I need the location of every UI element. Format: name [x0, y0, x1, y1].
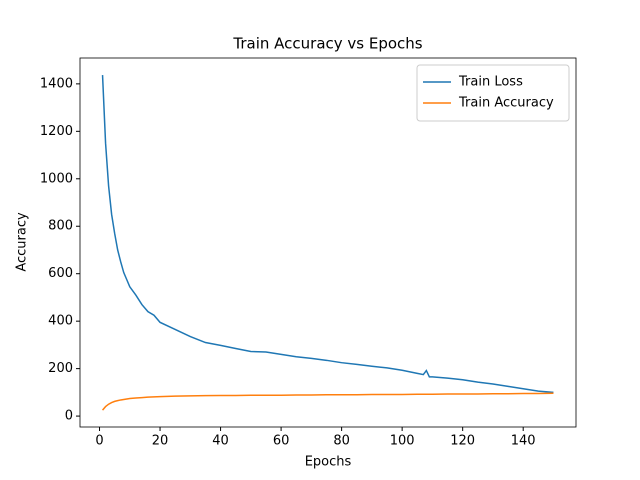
- x-tick-label: 80: [333, 434, 350, 449]
- y-tick-label: 800: [48, 219, 73, 234]
- y-tick-label: 0: [65, 409, 73, 424]
- y-tick-label: 1400: [40, 76, 73, 91]
- x-tick-label: 0: [95, 434, 103, 449]
- y-tick-label: 1000: [40, 171, 73, 186]
- x-tick-label: 100: [390, 434, 415, 449]
- x-tick-label: 120: [450, 434, 475, 449]
- chart-title: Train Accuracy vs Epochs: [232, 35, 422, 53]
- x-tick-label: 40: [212, 434, 229, 449]
- line-series: [101, 75, 554, 394]
- y-axis-label: Accuracy: [15, 212, 30, 272]
- y-tick-label: 1200: [40, 124, 73, 139]
- legend-label: Train Accuracy: [458, 96, 554, 111]
- x-tick-label: 140: [511, 434, 536, 449]
- legend-label: Train Loss: [458, 75, 523, 90]
- x-tick-label: 60: [273, 434, 290, 449]
- plot-frame: [79, 57, 577, 428]
- x-tick-label: 20: [152, 434, 169, 449]
- line-series: [101, 392, 554, 411]
- y-tick-label: 200: [48, 361, 73, 376]
- y-tick-label: 400: [48, 314, 73, 329]
- legend-box: [416, 64, 570, 122]
- y-tick-label: 600: [48, 266, 73, 281]
- x-axis-label: Epochs: [305, 455, 352, 470]
